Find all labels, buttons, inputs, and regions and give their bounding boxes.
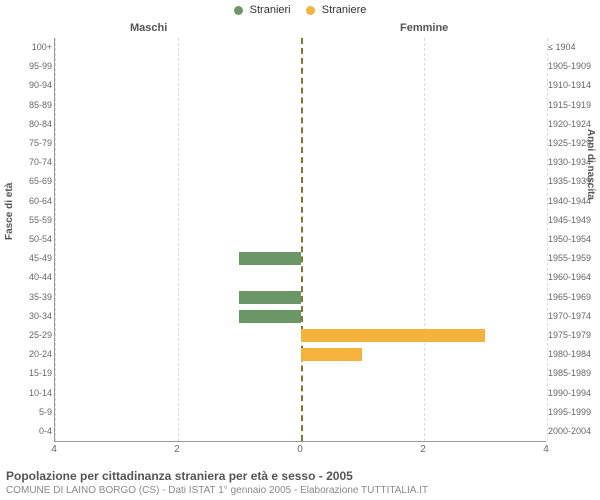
age-row	[55, 76, 546, 95]
age-row	[55, 364, 546, 383]
chart-subtitle: COMUNE DI LAINO BORGO (CS) - Dati ISTAT …	[6, 485, 594, 496]
y-label-birth: 1990-1994	[548, 389, 598, 398]
bar-male	[239, 291, 301, 304]
y-label-birth: 1920-1924	[548, 120, 598, 129]
y-label-birth: 1905-1909	[548, 62, 598, 71]
age-row	[55, 249, 546, 268]
y-label-age: 0-4	[2, 427, 52, 436]
age-row	[55, 172, 546, 191]
age-row	[55, 96, 546, 115]
age-row	[55, 345, 546, 364]
y-label-birth: ≤ 1904	[548, 43, 598, 52]
y-label-age: 40-44	[2, 273, 52, 282]
plot-area	[54, 38, 546, 442]
y-label-birth: 1955-1959	[548, 254, 598, 263]
y-label-age: 60-64	[2, 197, 52, 206]
age-row	[55, 115, 546, 134]
y-label-birth: 1945-1949	[548, 216, 598, 225]
y-label-age: 75-79	[2, 139, 52, 148]
y-label-age: 95-99	[2, 62, 52, 71]
y-label-age: 85-89	[2, 101, 52, 110]
y-label-age: 35-39	[2, 293, 52, 302]
y-label-birth: 1995-1999	[548, 408, 598, 417]
y-label-age: 50-54	[2, 235, 52, 244]
legend: Stranieri Straniere	[0, 4, 600, 16]
y-label-birth: 1940-1944	[548, 197, 598, 206]
x-tick-label: 2	[413, 444, 433, 455]
y-label-age: 65-69	[2, 177, 52, 186]
age-row	[55, 288, 546, 307]
age-row	[55, 230, 546, 249]
y-label-age: 45-49	[2, 254, 52, 263]
y-label-birth: 1935-1939	[548, 177, 598, 186]
age-row	[55, 153, 546, 172]
y-label-birth: 1910-1914	[548, 81, 598, 90]
age-row	[55, 57, 546, 76]
age-row	[55, 192, 546, 211]
y-label-birth: 1970-1974	[548, 312, 598, 321]
y-label-birth: 2000-2004	[548, 427, 598, 436]
y-label-age: 90-94	[2, 81, 52, 90]
legend-item-male: Stranieri	[234, 4, 291, 16]
bar-male	[239, 310, 301, 323]
age-row	[55, 211, 546, 230]
column-title-male: Maschi	[130, 22, 167, 34]
age-row	[55, 403, 546, 422]
bar-female	[301, 348, 363, 361]
y-label-birth: 1975-1979	[548, 331, 598, 340]
y-label-age: 70-74	[2, 158, 52, 167]
y-label-birth: 1950-1954	[548, 235, 598, 244]
legend-label-male: Stranieri	[250, 4, 291, 16]
bar-female	[301, 329, 486, 342]
age-row	[55, 422, 546, 441]
bar-male	[239, 252, 301, 265]
y-label-birth: 1915-1919	[548, 101, 598, 110]
population-pyramid-chart: Stranieri Straniere Maschi Femmine Fasce…	[0, 0, 600, 500]
y-label-age: 15-19	[2, 369, 52, 378]
y-label-age: 100+	[2, 43, 52, 52]
column-title-female: Femmine	[400, 22, 448, 34]
y-label-birth: 1925-1929	[548, 139, 598, 148]
y-label-birth: 1930-1934	[548, 158, 598, 167]
age-row	[55, 38, 546, 57]
y-label-age: 55-59	[2, 216, 52, 225]
y-label-birth: 1985-1989	[548, 369, 598, 378]
age-row	[55, 384, 546, 403]
y-label-age: 20-24	[2, 350, 52, 359]
age-row	[55, 268, 546, 287]
legend-swatch-male	[234, 6, 243, 15]
y-label-birth: 1965-1969	[548, 293, 598, 302]
legend-swatch-female	[306, 6, 315, 15]
age-row	[55, 326, 546, 345]
y-label-age: 80-84	[2, 120, 52, 129]
y-label-age: 30-34	[2, 312, 52, 321]
y-label-age: 5-9	[2, 408, 52, 417]
x-tick-label: 0	[290, 444, 310, 455]
x-tick-label: 4	[536, 444, 556, 455]
legend-item-female: Straniere	[306, 4, 367, 16]
age-row	[55, 307, 546, 326]
age-row	[55, 134, 546, 153]
legend-label-female: Straniere	[322, 4, 367, 16]
y-label-birth: 1960-1964	[548, 273, 598, 282]
chart-footer: Popolazione per cittadinanza straniera p…	[6, 469, 594, 496]
x-tick-label: 2	[167, 444, 187, 455]
y-label-birth: 1980-1984	[548, 350, 598, 359]
y-axis-title-left: Fasce di età	[4, 183, 15, 240]
x-tick-label: 4	[44, 444, 64, 455]
chart-title: Popolazione per cittadinanza straniera p…	[6, 469, 594, 483]
y-label-age: 10-14	[2, 389, 52, 398]
y-label-age: 25-29	[2, 331, 52, 340]
